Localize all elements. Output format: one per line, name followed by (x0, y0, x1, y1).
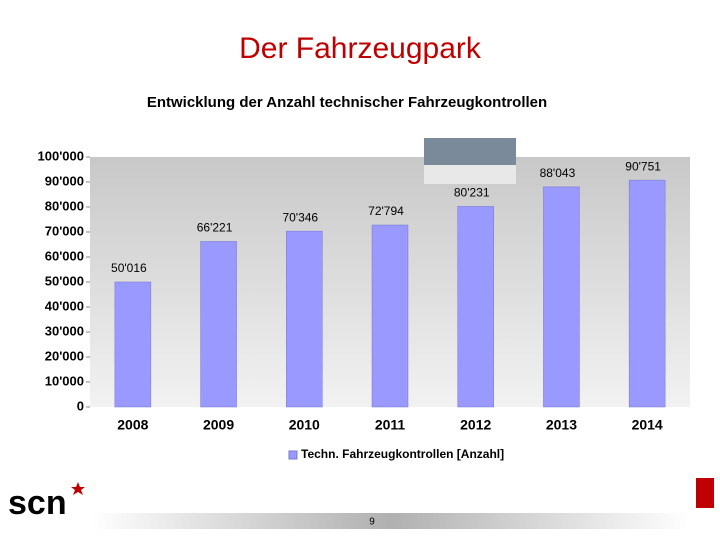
page-number: 9 (369, 517, 375, 528)
legend-label: Techn. Fahrzeugkontrollen [Anzahl] (301, 447, 504, 461)
value-label: 90'751 (625, 159, 661, 173)
legend-swatch (288, 450, 298, 460)
y-tick-label: 20'000 (45, 348, 84, 363)
bar (114, 281, 152, 408)
bar (371, 224, 409, 408)
x-tick-label: 2013 (546, 417, 577, 433)
bar (543, 186, 580, 408)
bar (457, 206, 494, 408)
logo-star (71, 482, 85, 495)
bar (200, 241, 237, 408)
value-label: 88'043 (540, 166, 576, 180)
y-tick-label: 10'000 (45, 373, 84, 388)
y-tick-label: 90'000 (45, 173, 84, 188)
chart-title: Entwicklung der Anzahl technischer Fahrz… (147, 94, 547, 111)
y-tick-label: 50'000 (45, 273, 84, 288)
y-tick-label: 80'000 (45, 198, 84, 213)
x-tick-label: 2011 (375, 417, 406, 433)
bar (286, 230, 323, 408)
bar (628, 179, 666, 408)
canton-logo (696, 478, 714, 508)
y-tick-label: 70'000 (45, 223, 84, 238)
x-tick-label: 2014 (632, 417, 663, 433)
x-tick-label: 2012 (460, 417, 491, 433)
value-label: 72'794 (368, 204, 404, 218)
logo: scn (8, 484, 67, 522)
value-label: 66'221 (197, 221, 233, 235)
y-tick-label: 0 (77, 398, 84, 413)
x-tick-label: 2009 (203, 417, 234, 433)
value-label: 50'016 (111, 261, 147, 275)
x-tick-label: 2008 (117, 417, 148, 433)
y-tick-label: 40'000 (45, 298, 84, 313)
slide-title: Der Fahrzeugpark (239, 32, 482, 65)
photo-building (424, 165, 516, 184)
value-label: 80'231 (454, 186, 490, 200)
y-tick-label: 30'000 (45, 323, 84, 338)
x-tick-label: 2010 (289, 417, 320, 433)
footer-bar (90, 513, 690, 529)
y-tick-label: 60'000 (45, 248, 84, 263)
value-label: 70'346 (282, 210, 318, 224)
y-tick-label: 100'000 (38, 148, 84, 163)
